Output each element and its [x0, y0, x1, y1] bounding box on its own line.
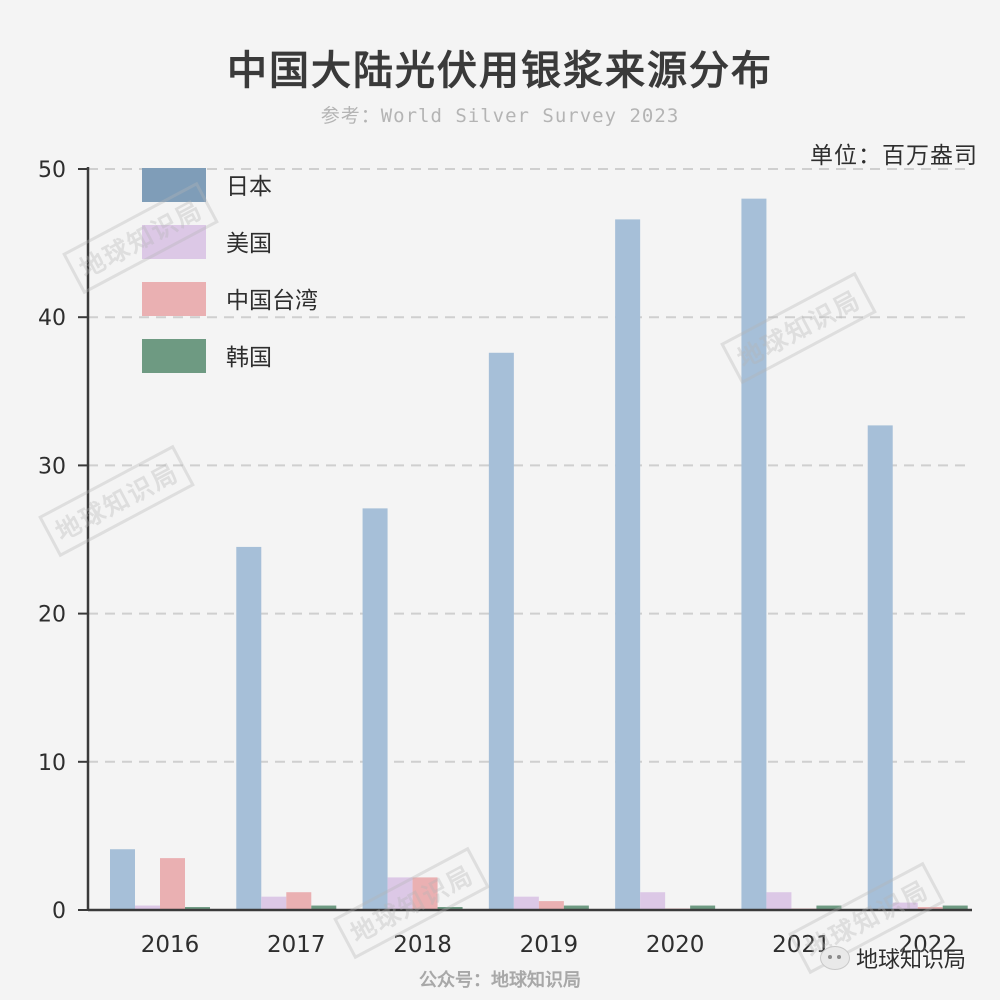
bar	[867, 425, 893, 910]
y-tick-label: 10	[38, 751, 66, 776]
bar	[538, 901, 564, 910]
gridlines	[88, 168, 972, 763]
bar	[640, 892, 666, 910]
bar	[236, 546, 262, 910]
bar	[160, 858, 185, 910]
bar	[412, 877, 438, 910]
bar	[110, 849, 135, 910]
chart-title: 中国大陆光伏用银浆来源分布	[227, 48, 773, 94]
bar	[766, 892, 792, 910]
bar	[942, 905, 968, 910]
legend-label: 韩国	[226, 345, 272, 371]
bar	[261, 896, 287, 910]
chart-subtitle: 参考：World Silver Survey 2023	[320, 105, 680, 127]
x-tick-label: 2022	[898, 932, 957, 958]
bar	[437, 907, 463, 910]
bar	[741, 198, 767, 910]
x-tick-label: 2017	[267, 932, 326, 958]
bar	[362, 508, 388, 910]
x-tick-label: 2020	[646, 932, 705, 958]
y-tick-label: 40	[38, 306, 66, 331]
bar	[286, 892, 312, 910]
bar	[615, 219, 641, 910]
legend-label: 中国台湾	[226, 288, 318, 314]
legend-swatch	[142, 282, 206, 316]
bar	[513, 896, 539, 910]
legend-swatch	[142, 168, 206, 202]
y-tick-label: 30	[38, 454, 66, 479]
x-tick-label: 2016	[141, 932, 200, 958]
legend-label: 日本	[226, 174, 272, 200]
bar	[690, 905, 716, 910]
bars	[110, 198, 968, 910]
bar	[563, 905, 589, 910]
brand-name: 地球知识局	[855, 948, 966, 973]
bar	[185, 907, 210, 910]
x-tick-label: 2019	[520, 932, 579, 958]
legend-swatch	[142, 225, 206, 259]
y-tick-label: 0	[52, 899, 66, 924]
bar	[387, 877, 413, 910]
unit-label: 单位：百万盎司	[810, 143, 978, 169]
bar	[135, 905, 160, 910]
y-tick-label: 50	[38, 158, 66, 183]
legend-swatch	[142, 339, 206, 373]
y-tick-label: 20	[38, 603, 66, 628]
bar	[488, 352, 514, 910]
bar	[816, 905, 842, 910]
x-tick-label: 2018	[393, 932, 452, 958]
bar	[917, 907, 943, 910]
bar	[311, 905, 337, 910]
chat-bubble-icon	[819, 946, 850, 970]
bar	[892, 902, 918, 910]
legend-label: 美国	[226, 231, 272, 257]
brand-mark: 地球知识局	[819, 942, 966, 974]
footer-credit: 公众号：地球知识局	[419, 970, 581, 991]
